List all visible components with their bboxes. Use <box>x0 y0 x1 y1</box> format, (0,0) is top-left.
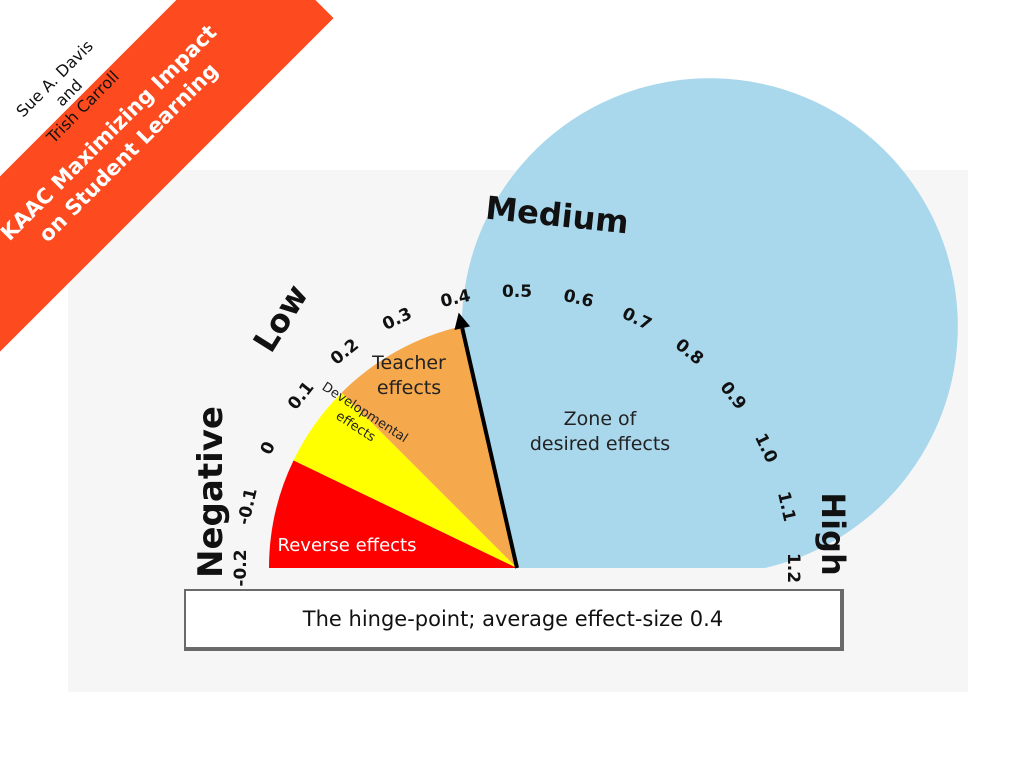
tick-label: 1.2 <box>783 553 803 583</box>
zone-developmental <box>293 392 517 568</box>
zones-layer <box>269 78 958 569</box>
category-negative: Negative <box>191 406 231 578</box>
hinge-point-caption: The hinge-point; average effect-size 0.4 <box>302 607 724 631</box>
zone-label-desired: Zone of desired effects <box>530 408 670 455</box>
zone-label-line: desired effects <box>530 433 670 455</box>
category-low: Low <box>245 278 315 359</box>
zone-teacher <box>341 326 517 568</box>
tick-label: 0.3 <box>379 304 415 335</box>
zone-label-line: Zone of <box>564 408 638 430</box>
tick-label: -0.1 <box>234 486 262 527</box>
zone-label-teacher: Teacher effects <box>371 352 446 399</box>
category-high: High <box>814 492 852 575</box>
zone-label-reverse: Reverse effects <box>278 535 417 556</box>
hinge-point-caption-box: The hinge-point; average effect-size 0.4 <box>184 589 844 651</box>
hinge-arrow-layer <box>454 312 519 569</box>
zone-label-line: effects <box>377 377 441 399</box>
tick-label: 0.2 <box>327 335 363 369</box>
tick-label: 0.1 <box>284 378 318 414</box>
hinge-arrow-shaft <box>460 327 519 569</box>
zone-label-line: Teacher <box>371 352 446 374</box>
hinge-arrow-head <box>454 312 471 330</box>
zone-labels-layer: Reverse effectsDevelopmentaleffectsTeach… <box>278 352 671 556</box>
zone-desired <box>461 78 958 569</box>
tick-label: 0.5 <box>502 282 532 302</box>
tick-label: 0 <box>257 438 280 457</box>
tick-label: -0.2 <box>231 549 251 586</box>
zone-label-line: Reverse effects <box>278 535 417 556</box>
zone-reverse <box>269 460 517 568</box>
